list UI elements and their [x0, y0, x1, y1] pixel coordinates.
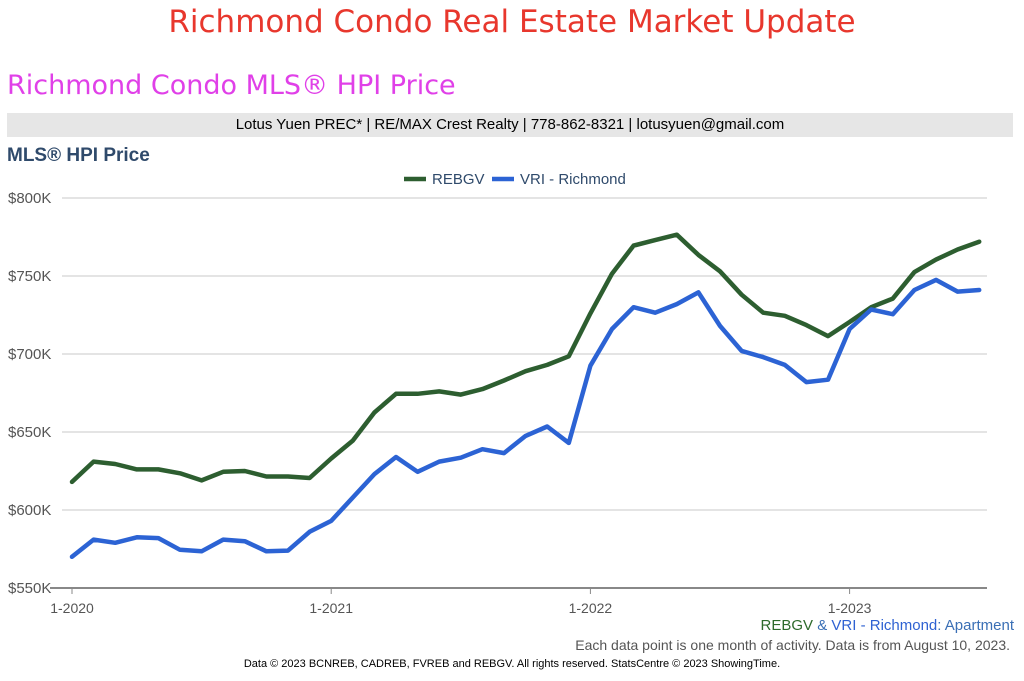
footer-note: Each data point is one month of activity… [575, 637, 1010, 653]
footer-legend-amp: & [813, 617, 832, 634]
page-title: Richmond Condo Real Estate Market Update [168, 4, 856, 40]
contact-bar: Lotus Yuen PREC* | RE/MAX Crest Realty |… [7, 113, 1013, 137]
x-tick-label: 1-2023 [828, 600, 872, 615]
footer-legend-rebgv: REBGV [760, 617, 814, 634]
series-line-rebgv [69, 232, 982, 485]
x-tick-label: 1-2021 [309, 600, 353, 615]
section-title: Richmond Condo MLS® HPI Price [7, 70, 456, 101]
footer-legend-type: : Apartment [937, 617, 1014, 634]
legend-label-vri-richmond: VRI - Richmond [520, 171, 626, 188]
x-tick-label: 1-2020 [50, 600, 94, 615]
y-tick-label: $800K [8, 190, 51, 207]
y-tick-label: $600K [8, 502, 51, 519]
y-tick-label: $700K [8, 346, 51, 363]
copyright: Data © 2023 BCNREB, CADREB, FVREB and RE… [243, 658, 781, 670]
line-chart: $550K $600K $650K $700K $750K $800K 1-2020 1-20… [8, 171, 987, 615]
x-tick-label: 1-2022 [569, 600, 613, 615]
footer-legend-vri: VRI - Richmond [831, 617, 938, 634]
legend-label-rebgv: REBGV [432, 171, 485, 188]
chart-heading: MLS® HPI Price [7, 145, 150, 166]
series-line-vri-richmond [69, 277, 982, 560]
y-tick-label: $750K [8, 268, 51, 285]
y-tick-label: $650K [8, 424, 51, 441]
y-tick-label: $550K [8, 580, 51, 597]
footer-legend: REBGV & VRI - Richmond: Apartment [761, 617, 1014, 634]
